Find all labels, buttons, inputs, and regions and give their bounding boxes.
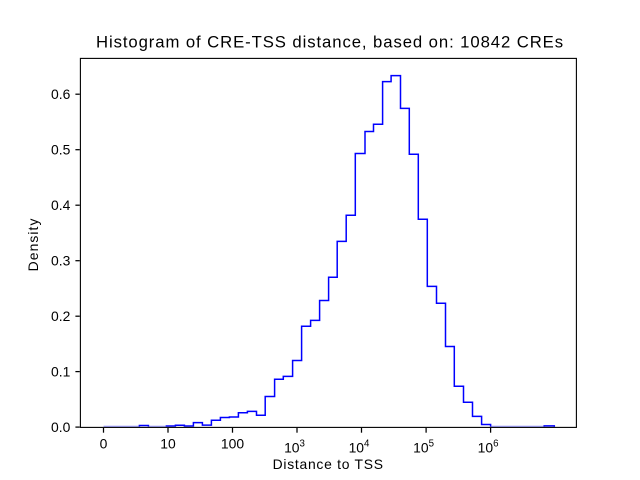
svg-text:0: 0	[100, 436, 108, 452]
svg-text:Histogram of CRE-TSS distance,: Histogram of CRE-TSS distance, based on:…	[96, 33, 564, 52]
svg-text:0.0: 0.0	[51, 419, 71, 435]
svg-text:Distance to TSS: Distance to TSS	[273, 456, 384, 472]
svg-text:10: 10	[160, 436, 176, 452]
svg-text:0.6: 0.6	[51, 86, 71, 102]
svg-text:Density: Density	[25, 217, 41, 271]
svg-text:0.1: 0.1	[51, 364, 71, 380]
svg-text:0.3: 0.3	[51, 253, 71, 269]
svg-text:0.4: 0.4	[51, 197, 71, 213]
svg-text:0.2: 0.2	[51, 308, 71, 324]
svg-text:100: 100	[221, 436, 244, 452]
svg-text:0.5: 0.5	[51, 142, 71, 158]
